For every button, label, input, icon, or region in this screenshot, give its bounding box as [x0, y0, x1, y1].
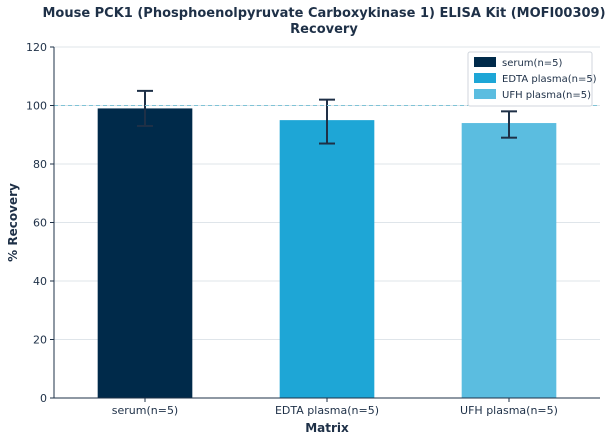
bar-2	[279, 120, 375, 398]
y-tick-label: 100	[26, 100, 47, 113]
y-tick-label: 0	[40, 392, 47, 405]
chart-title: Mouse PCK1 (Phosphoenolpyruvate Carboxyk…	[20, 6, 608, 38]
chart-title-line2: Recovery	[290, 22, 358, 37]
bar-3	[461, 123, 557, 399]
x-tick-label: EDTA plasma(n=5)	[275, 404, 379, 417]
legend-label: serum(n=5)	[502, 58, 563, 69]
y-tick-label: 60	[33, 217, 47, 230]
y-axis-title: % Recovery	[6, 183, 20, 262]
legend-label: EDTA plasma(n=5)	[502, 74, 597, 85]
legend-swatch	[474, 89, 496, 99]
y-tick-label: 40	[33, 275, 47, 288]
bars	[97, 89, 557, 399]
bar-1	[97, 108, 193, 399]
legend-box	[467, 51, 593, 107]
legend-swatch	[474, 73, 496, 83]
x-tick-label: serum(n=5)	[112, 404, 178, 417]
axes: 0 20 40 60 80 100 120 serum(n=5) EDTA plasma(n=5…	[26, 41, 600, 417]
chart-title-line1: Mouse PCK1 (Phosphoenolpyruvate Carboxyk…	[42, 6, 606, 21]
y-tick-label: 120	[26, 41, 47, 54]
x-tick-label: UFH plasma(n=5)	[460, 404, 558, 417]
legend-swatch	[474, 57, 496, 67]
legend: serum(n=5) EDTA plasma(n=5) UFH plasma(n=5…	[467, 51, 597, 107]
y-tick-label: 80	[33, 158, 47, 171]
legend-label: UFH plasma(n=5)	[502, 90, 591, 101]
x-axis-title: Matrix	[305, 421, 349, 435]
y-tick-label: 20	[33, 334, 47, 347]
